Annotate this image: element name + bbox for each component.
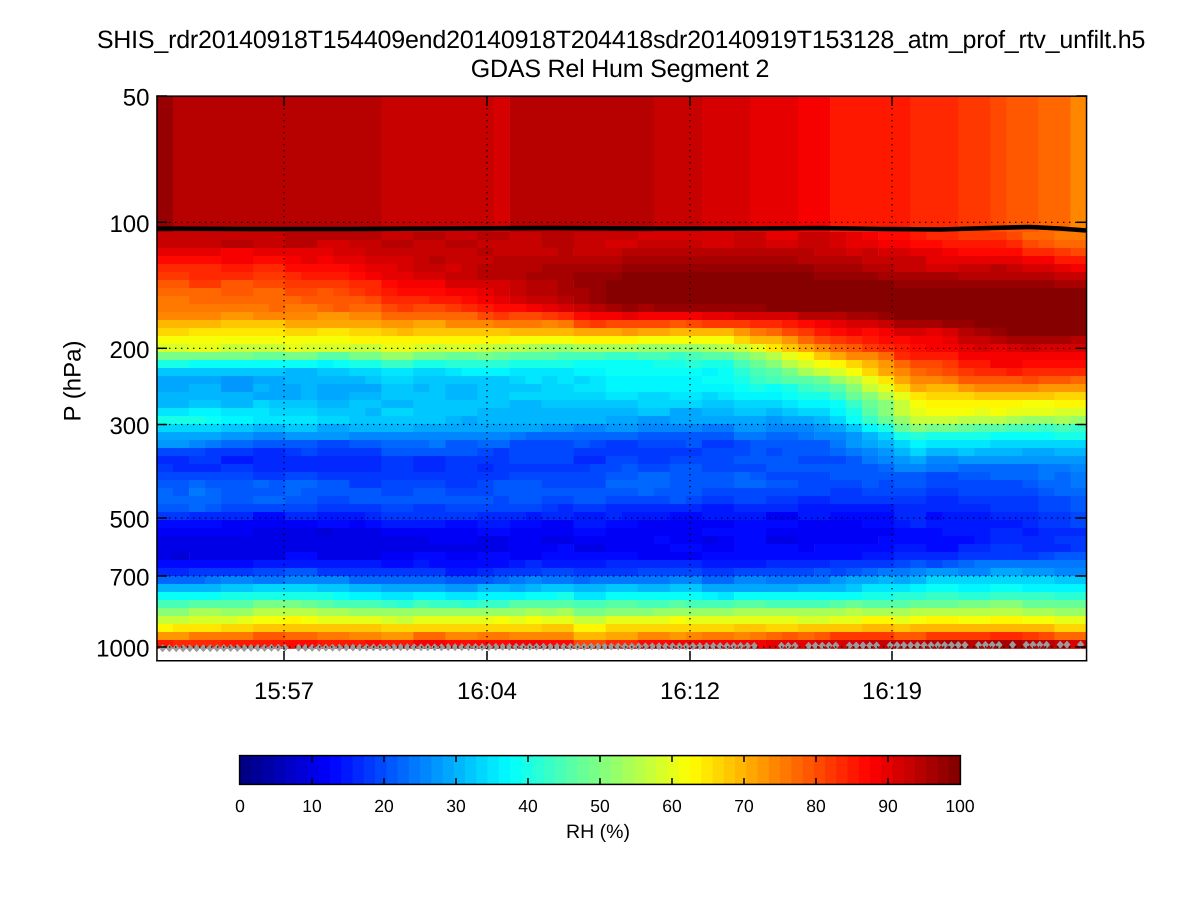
svg-text:100: 100 [945, 796, 974, 816]
svg-text:70: 70 [734, 796, 754, 816]
svg-text:700: 700 [109, 565, 149, 592]
svg-text:40: 40 [518, 796, 538, 816]
svg-text:80: 80 [806, 796, 826, 816]
svg-text:200: 200 [109, 337, 149, 364]
svg-text:RH (%): RH (%) [566, 821, 630, 843]
svg-text:300: 300 [109, 413, 149, 440]
svg-text:10: 10 [302, 796, 322, 816]
svg-text:15:57: 15:57 [254, 678, 314, 705]
svg-text:20: 20 [374, 796, 394, 816]
svg-text:1000: 1000 [96, 636, 149, 663]
svg-text:500: 500 [109, 507, 149, 534]
svg-text:100: 100 [109, 211, 149, 238]
svg-text:16:12: 16:12 [660, 678, 720, 705]
svg-text:GDAS Rel Hum Segment 2: GDAS Rel Hum Segment 2 [471, 55, 770, 83]
svg-text:50: 50 [123, 85, 150, 112]
svg-text:SHIS_rdr20140918T154409end2014: SHIS_rdr20140918T154409end20140918T20441… [97, 26, 1145, 54]
svg-text:60: 60 [662, 796, 682, 816]
svg-text:30: 30 [446, 796, 466, 816]
svg-text:16:19: 16:19 [862, 678, 922, 705]
svg-text:0: 0 [235, 796, 245, 816]
svg-text:90: 90 [878, 796, 898, 816]
svg-text:P (hPa): P (hPa) [60, 341, 87, 422]
svg-text:16:04: 16:04 [457, 678, 517, 705]
svg-text:50: 50 [590, 796, 610, 816]
